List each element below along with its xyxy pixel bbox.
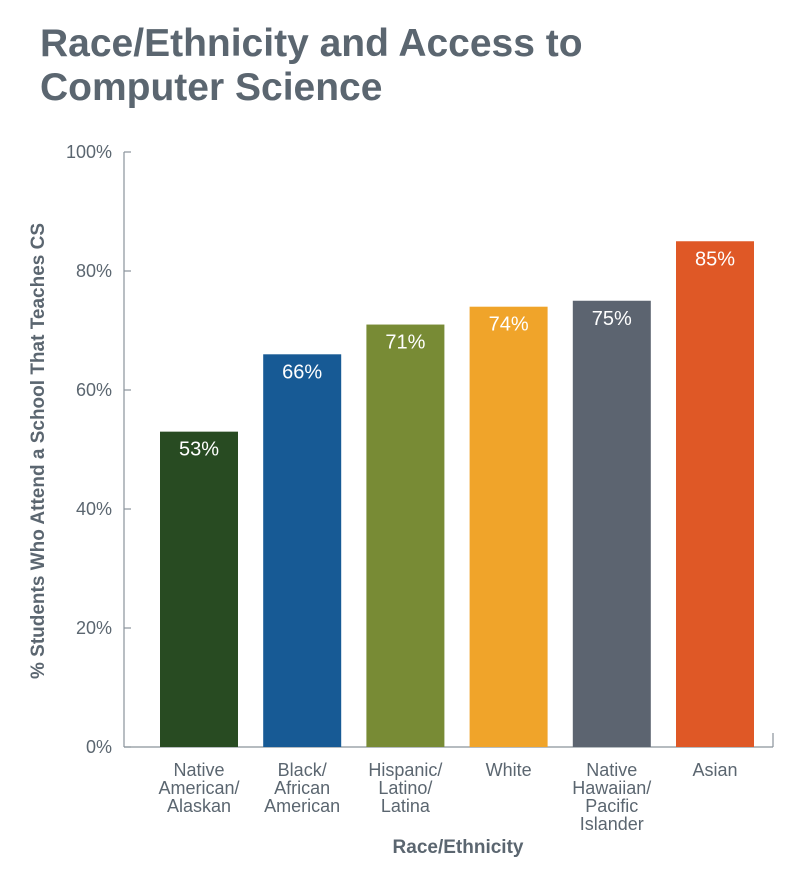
- bar-value-label: 71%: [385, 332, 425, 354]
- bar: [263, 354, 342, 747]
- bar-value-label: 75%: [592, 308, 632, 330]
- y-tick-label: 20%: [76, 618, 112, 638]
- chart-category-labels: Native American/Alaskan Black/African Ameri…: [158, 760, 737, 834]
- chart-bars: [160, 241, 754, 747]
- chart-y-tick-labels: 0% 20% 40% 60% 80% 100%: [66, 142, 112, 757]
- bar-value-label: 53%: [179, 439, 219, 461]
- bar-value-label: 74%: [489, 314, 529, 336]
- bar: [366, 324, 445, 747]
- category-label: Native American/Alaskan: [158, 760, 239, 816]
- category-label: Native Hawaiian/Pacific Islander: [572, 760, 651, 834]
- y-tick-label: 100%: [66, 142, 112, 162]
- category-label: Asian: [692, 760, 737, 780]
- bar: [469, 306, 548, 747]
- bar: [572, 300, 651, 747]
- chart-title: Race/Ethnicity and Access to Computer Sc…: [40, 22, 740, 110]
- chart-value-labels: 53% 66% 71% 74% 75% 85%: [179, 248, 735, 460]
- bar-value-label: 66%: [282, 361, 322, 383]
- y-tick-label: 60%: [76, 380, 112, 400]
- category-label: Black/African American: [264, 760, 340, 816]
- bar: [676, 241, 754, 747]
- chart-title-line-1: Race/Ethnicity and Access to: [40, 22, 583, 65]
- y-axis-title: % Students Who Attend a School That Teac…: [28, 223, 49, 679]
- bar-value-label: 85%: [695, 248, 735, 270]
- y-tick-label: 40%: [76, 499, 112, 519]
- y-tick-label: 0%: [86, 737, 112, 757]
- chart-title-line-2: Computer Science: [40, 66, 383, 109]
- bar: [160, 431, 238, 747]
- x-axis-title: Race/Ethnicity: [393, 837, 524, 858]
- category-label: White: [486, 760, 532, 780]
- y-tick-label: 80%: [76, 261, 112, 281]
- category-label: Hispanic/Latino/Latina: [368, 760, 442, 816]
